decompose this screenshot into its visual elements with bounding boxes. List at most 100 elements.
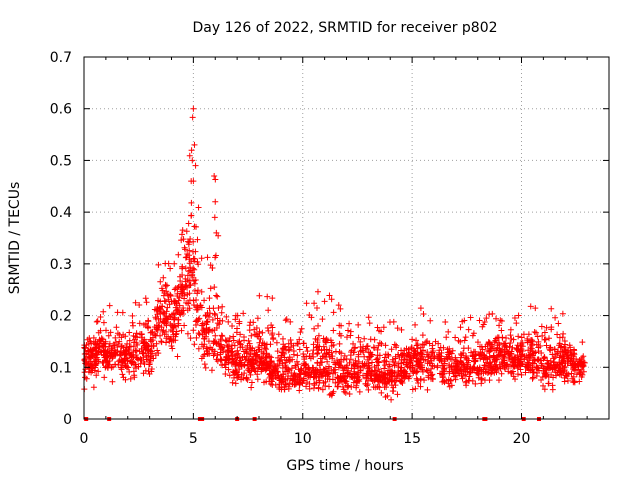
data-point — [226, 335, 233, 342]
data-point — [248, 367, 255, 374]
data-point — [192, 276, 199, 283]
data-point — [118, 364, 125, 371]
data-point — [292, 362, 299, 369]
data-point — [256, 330, 263, 337]
data-point — [281, 354, 288, 361]
data-point — [392, 355, 399, 362]
data-point — [338, 356, 345, 363]
data-point — [204, 254, 211, 261]
data-point — [207, 310, 214, 317]
data-point — [167, 335, 174, 342]
data-point — [132, 333, 139, 340]
data-points — [81, 105, 588, 421]
data-point — [557, 344, 564, 351]
data-point — [509, 344, 516, 351]
data-point — [375, 358, 382, 365]
data-point — [282, 317, 289, 324]
data-point — [457, 358, 464, 365]
data-point — [245, 357, 252, 364]
data-point — [512, 376, 519, 383]
data-point — [413, 368, 420, 375]
data-point — [265, 327, 272, 334]
data-point — [489, 366, 496, 373]
data-point — [371, 344, 378, 351]
data-point — [575, 366, 582, 373]
data-point — [253, 325, 260, 332]
data-point — [403, 356, 410, 363]
data-point — [301, 362, 308, 369]
data-point — [508, 370, 515, 377]
data-point — [310, 353, 317, 360]
data-point — [382, 394, 389, 401]
data-point — [534, 364, 541, 371]
data-point — [279, 335, 286, 342]
data-point — [314, 360, 321, 367]
data-point — [507, 351, 514, 358]
data-point — [241, 370, 248, 377]
data-point — [503, 347, 510, 353]
data-point — [184, 251, 191, 258]
data-point — [338, 350, 345, 357]
data-point — [118, 334, 125, 341]
data-point — [515, 356, 522, 363]
data-point — [495, 377, 502, 384]
data-point — [202, 312, 209, 319]
data-point — [286, 354, 293, 361]
data-point — [167, 293, 174, 300]
data-point — [110, 351, 117, 358]
data-point — [486, 348, 493, 355]
data-point — [295, 361, 302, 368]
data-point — [550, 355, 557, 362]
data-point — [337, 305, 344, 312]
data-point — [228, 349, 235, 356]
data-point — [348, 365, 355, 372]
data-point — [246, 327, 253, 334]
data-point — [540, 355, 547, 362]
data-point — [193, 297, 200, 304]
data-point — [256, 292, 263, 299]
data-point — [330, 309, 337, 316]
data-point — [376, 373, 383, 380]
data-point — [412, 385, 419, 392]
data-point — [148, 368, 155, 375]
data-point — [367, 336, 374, 343]
data-point — [394, 325, 401, 332]
data-point — [309, 350, 316, 357]
data-point — [118, 359, 125, 366]
data-point — [103, 327, 110, 334]
data-point — [370, 370, 377, 377]
data-point — [269, 295, 276, 302]
data-point — [186, 152, 193, 159]
data-point — [406, 357, 413, 364]
data-point — [417, 375, 424, 382]
data-point — [213, 292, 220, 299]
data-point — [83, 375, 90, 382]
data-point — [418, 356, 425, 363]
data-point — [513, 346, 520, 353]
data-point — [248, 384, 255, 391]
data-point — [209, 346, 216, 353]
data-point — [156, 304, 163, 311]
data-point — [501, 360, 508, 367]
data-point — [211, 172, 218, 179]
data-point — [543, 324, 550, 331]
data-point — [186, 290, 193, 297]
y-tick-label: 0.6 — [50, 102, 72, 118]
data-point — [150, 343, 157, 350]
data-point — [342, 378, 349, 385]
data-point — [85, 354, 92, 361]
data-point — [300, 377, 307, 384]
data-point — [479, 323, 486, 330]
data-point — [280, 371, 287, 378]
data-point — [207, 285, 214, 292]
data-point — [215, 304, 222, 311]
data-point — [182, 246, 189, 253]
data-point — [474, 339, 481, 346]
data-point — [444, 355, 451, 362]
data-point — [561, 374, 568, 381]
data-point — [175, 251, 182, 258]
data-point — [178, 237, 185, 244]
data-point — [274, 348, 281, 355]
data-point — [496, 352, 503, 359]
data-point — [408, 344, 415, 351]
